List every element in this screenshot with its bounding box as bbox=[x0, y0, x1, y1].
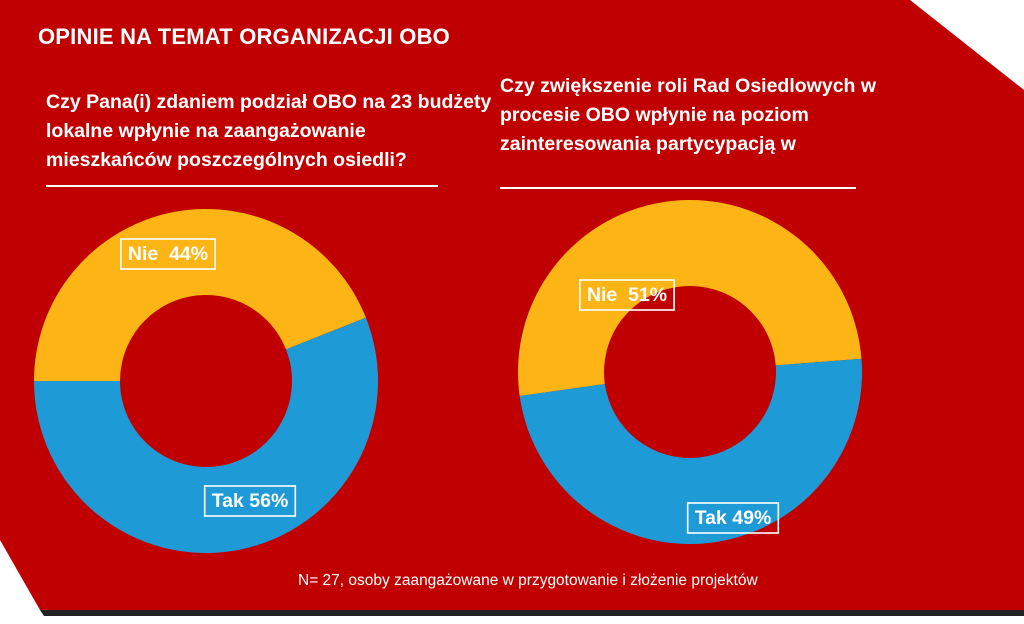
chart-1-slice-nie bbox=[34, 208, 366, 381]
panel-shadow bbox=[40, 610, 1024, 616]
svg-text:Tak 49%: Tak 49% bbox=[695, 507, 772, 529]
chart-1-question: Czy Pana(i) zdaniem podział OBO na 23 bu… bbox=[46, 91, 492, 171]
footnote: N= 27, osoby zaangażowane w przygotowani… bbox=[298, 572, 758, 589]
chart-2-slice-tak bbox=[519, 358, 862, 545]
chart-2-label-tak: Tak 49% bbox=[686, 502, 780, 534]
svg-text:Nie 51%: Nie 51% bbox=[587, 284, 667, 306]
chart-2-label-nie: Nie 51% bbox=[579, 279, 675, 311]
chart-1-divider bbox=[46, 185, 438, 187]
svg-text:Nie 44%: Nie 44% bbox=[128, 243, 208, 265]
chart-1-label-nie: Nie 44% bbox=[120, 238, 216, 270]
chart-2-slice-nie bbox=[518, 200, 862, 396]
chart-1-label-tak: Tak 56% bbox=[203, 485, 297, 517]
svg-text:Tak 56%: Tak 56% bbox=[212, 490, 289, 512]
slide-title: OPINIE NA TEMAT ORGANIZACJI OBO bbox=[38, 24, 450, 49]
chart-1-slice-tak bbox=[34, 317, 378, 553]
chart-2-divider bbox=[500, 187, 856, 189]
chart-2-question: Czy zwiększenie roli Rad Osiedlowych w p… bbox=[500, 75, 877, 155]
